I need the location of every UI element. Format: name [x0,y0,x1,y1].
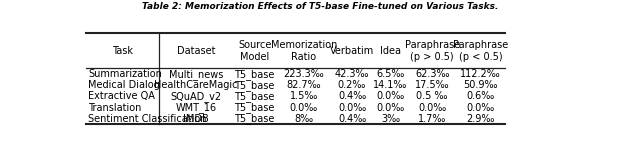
Text: HealthCareMagic: HealthCareMagic [154,80,238,90]
Text: 8‰: 8‰ [294,114,313,124]
Text: 1.7‰: 1.7‰ [418,114,446,124]
Text: 42.3‰: 42.3‰ [335,69,369,79]
Text: WMT_16: WMT_16 [175,102,216,113]
Text: SQuAD_v2: SQuAD_v2 [170,91,221,102]
Text: T5_base: T5_base [234,91,275,102]
Text: Table 2: Memorization Effects of T5-base Fine-tuned on Various Tasks.: Table 2: Memorization Effects of T5-base… [142,2,498,11]
Text: T5_base: T5_base [234,69,275,79]
Text: Paraphrase
(p < 0.5): Paraphrase (p < 0.5) [453,40,508,62]
Text: T5_base: T5_base [234,102,275,113]
Text: Extractive QA: Extractive QA [88,91,155,101]
Text: T5_base: T5_base [234,113,275,124]
Text: 0.0‰: 0.0‰ [376,91,404,101]
Text: 62.3‰: 62.3‰ [415,69,449,79]
Text: 50.9‰: 50.9‰ [463,80,498,90]
Text: 14.1‰: 14.1‰ [373,80,408,90]
Text: 2.9‰: 2.9‰ [467,114,495,124]
Text: 0.6‰: 0.6‰ [467,91,495,101]
Text: 0.2‰: 0.2‰ [338,80,366,90]
Text: 17.5‰: 17.5‰ [415,80,449,90]
Text: Verbatim: Verbatim [330,46,374,56]
Text: 223.3‰: 223.3‰ [284,69,324,79]
Text: 112.2‰: 112.2‰ [460,69,501,79]
Text: 0.0‰: 0.0‰ [289,103,318,113]
Text: 0.0‰: 0.0‰ [467,103,495,113]
Text: Source
Model: Source Model [238,40,271,62]
Text: Medical Dialog: Medical Dialog [88,80,160,90]
Text: 6.5‰: 6.5‰ [376,69,404,79]
Text: 1.5‰: 1.5‰ [289,91,318,101]
Text: 82.7‰: 82.7‰ [286,80,321,90]
Text: Idea: Idea [380,46,401,56]
Text: 0.5 ‰: 0.5 ‰ [417,91,448,101]
Text: T5_base: T5_base [234,80,275,91]
Text: Memorization
Ratio: Memorization Ratio [271,40,337,62]
Text: Sentiment Classification: Sentiment Classification [88,114,207,124]
Text: IMDB: IMDB [183,114,209,124]
Text: Multi_news: Multi_news [169,69,223,79]
Text: Task: Task [112,46,133,56]
Text: 0.0‰: 0.0‰ [376,103,404,113]
Text: 3‰: 3‰ [381,114,400,124]
Text: Summarization: Summarization [88,69,162,79]
Text: Dataset: Dataset [177,46,215,56]
Text: Translation: Translation [88,103,141,113]
Text: 0.4‰: 0.4‰ [338,91,366,101]
Text: 0.0‰: 0.0‰ [418,103,446,113]
Text: 0.0‰: 0.0‰ [338,103,366,113]
Text: Paraphrase
(p > 0.5): Paraphrase (p > 0.5) [404,40,460,62]
Text: 0.4‰: 0.4‰ [338,114,366,124]
